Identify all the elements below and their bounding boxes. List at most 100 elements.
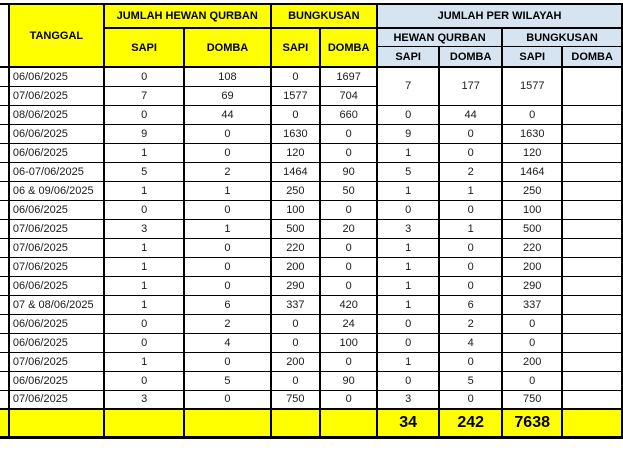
tanggal-cell: 06/06/2025 — [7, 332, 105, 353]
wilayah-bungkusan-sapi-cell: 200 — [501, 351, 564, 372]
wilayah-hewan-domba-cell: 177 — [438, 66, 504, 106]
wilayah-bungkusan-domba-cell — [561, 275, 623, 296]
qurban-sapi-cell: 1 — [102, 237, 186, 258]
header-wilayah-bungkusan-domba: DOMBA — [561, 46, 623, 68]
bungkusan-domba-cell: 20 — [319, 218, 379, 239]
bungkusan-domba-cell: 0 — [319, 351, 379, 372]
bungkusan-sapi-cell: 0 — [269, 313, 322, 334]
wilayah-hewan-sapi-cell: 1 — [376, 275, 441, 296]
qurban-domba-cell: 0 — [183, 123, 272, 144]
table-row: 07/06/2025 1 0 220 0 1 0 220 — [0, 237, 623, 258]
cut-left-cell — [0, 85, 10, 106]
wilayah-hewan-sapi-cell: 1 — [376, 180, 441, 201]
bungkusan-sapi-cell: 1464 — [269, 161, 322, 182]
wilayah-hewan-sapi-cell: 3 — [376, 218, 441, 239]
wilayah-bungkusan-domba-cell — [561, 370, 623, 391]
tanggal-cell: 07/06/2025 — [7, 351, 105, 372]
table-row: 06/06/2025 0 2 0 24 0 2 0 — [0, 313, 623, 334]
bungkusan-sapi-cell: 1577 — [269, 85, 322, 106]
cut-left-cell — [0, 161, 10, 182]
bungkusan-domba-cell: 0 — [319, 123, 379, 144]
cut-left-cell — [0, 313, 10, 334]
wilayah-bungkusan-sapi-cell: 1630 — [501, 123, 564, 144]
wilayah-hewan-sapi-cell: 9 — [376, 123, 441, 144]
bungkusan-domba-cell: 50 — [319, 180, 379, 201]
qurban-domba-cell: 0 — [183, 142, 272, 163]
table-row: 06 & 09/06/2025 1 1 250 50 1 1 250 — [0, 180, 623, 201]
cut-left-cell — [0, 142, 10, 163]
wilayah-bungkusan-sapi-cell: 0 — [501, 104, 564, 125]
bungkusan-domba-cell: 0 — [319, 199, 379, 220]
qurban-sapi-cell: 1 — [102, 142, 186, 163]
cut-left-cell — [0, 370, 10, 391]
qurban-domba-cell: 69 — [183, 85, 272, 106]
total-wilayah-bungkusan-domba — [561, 408, 623, 439]
wilayah-bungkusan-domba-cell — [561, 104, 623, 125]
header-qurban-domba: DOMBA — [183, 27, 272, 68]
qurban-sapi-cell: 1 — [102, 256, 186, 277]
bungkusan-domba-cell: 0 — [319, 237, 379, 258]
bungkusan-sapi-cell: 250 — [269, 180, 322, 201]
wilayah-bungkusan-sapi-cell: 500 — [501, 218, 564, 239]
tanggal-cell: 07/06/2025 — [7, 218, 105, 239]
total-wilayah-hewan-domba: 242 — [438, 408, 504, 439]
qurban-domba-cell: 1 — [183, 180, 272, 201]
bungkusan-domba-cell: 704 — [319, 85, 379, 106]
wilayah-bungkusan-domba-cell — [561, 294, 623, 315]
header-sub-sub-row: SAPI DOMBA SAPI DOMBA — [0, 46, 623, 68]
wilayah-hewan-domba-cell: 0 — [438, 199, 504, 220]
wilayah-hewan-sapi-cell: 0 — [376, 313, 441, 334]
qurban-domba-cell: 1 — [183, 218, 272, 239]
wilayah-hewan-domba-cell: 0 — [438, 142, 504, 163]
wilayah-bungkusan-domba-cell — [561, 332, 623, 353]
cut-left-header-cell — [0, 3, 10, 68]
bungkusan-sapi-cell: 120 — [269, 142, 322, 163]
cut-left-cell — [0, 199, 10, 220]
table-row: 08/06/2025 0 44 0 660 0 44 0 — [0, 104, 623, 125]
bungkusan-domba-cell: 90 — [319, 161, 379, 182]
header-bungkusan-domba: DOMBA — [319, 27, 379, 68]
bungkusan-sapi-cell: 0 — [269, 66, 322, 87]
header-qurban-sapi: SAPI — [102, 27, 186, 68]
header-group-bungkusan: BUNGKUSAN — [269, 3, 379, 29]
qurban-domba-cell: 0 — [183, 256, 272, 277]
qurban-sapi-cell: 7 — [102, 85, 186, 106]
total-empty-cell — [319, 408, 379, 439]
cut-left-cell — [0, 408, 10, 439]
header-tanggal: TANGGAL — [7, 3, 105, 68]
tanggal-cell: 06/06/2025 — [7, 313, 105, 334]
wilayah-hewan-sapi-cell: 5 — [376, 161, 441, 182]
qurban-sapi-cell: 1 — [102, 275, 186, 296]
bungkusan-domba-cell: 100 — [319, 332, 379, 353]
cut-left-cell — [0, 180, 10, 201]
qurban-sapi-cell: 0 — [102, 66, 186, 87]
header-wilayah-bungkusan: BUNGKUSAN — [501, 27, 623, 47]
qurban-sapi-cell: 9 — [102, 123, 186, 144]
header-bungkusan-sapi: SAPI — [269, 27, 322, 68]
wilayah-bungkusan-sapi-cell: 200 — [501, 256, 564, 277]
tanggal-cell: 06 & 09/06/2025 — [7, 180, 105, 201]
table-row: 07/06/2025 7 69 1577 704 — [0, 85, 622, 106]
wilayah-bungkusan-domba-cell — [561, 313, 623, 334]
wilayah-hewan-sapi-cell: 1 — [376, 294, 441, 315]
bungkusan-sapi-cell: 0 — [269, 104, 322, 125]
wilayah-bungkusan-sapi-cell: 120 — [501, 142, 564, 163]
header-wilayah-hewan-domba: DOMBA — [438, 46, 504, 68]
total-empty-cell — [269, 408, 322, 439]
wilayah-bungkusan-domba-cell — [561, 161, 623, 182]
header-wilayah-hewan-qurban: HEWAN QURBAN — [376, 27, 504, 47]
wilayah-hewan-domba-cell: 0 — [438, 123, 504, 144]
bungkusan-sapi-cell: 100 — [269, 199, 322, 220]
bungkusan-domba-cell: 24 — [319, 313, 379, 334]
total-empty-cell — [7, 408, 105, 439]
wilayah-hewan-domba-cell: 1 — [438, 218, 504, 239]
wilayah-bungkusan-domba-cell — [561, 256, 623, 277]
bungkusan-sapi-cell: 290 — [269, 275, 322, 296]
qurban-domba-cell: 108 — [183, 66, 272, 87]
tanggal-cell: 06/06/2025 — [7, 199, 105, 220]
wilayah-bungkusan-sapi-cell: 100 — [501, 199, 564, 220]
bungkusan-sapi-cell: 0 — [269, 370, 322, 391]
qurban-sapi-cell: 1 — [102, 351, 186, 372]
wilayah-bungkusan-sapi-cell: 250 — [501, 180, 564, 201]
table-row: 06/06/2025 1 0 290 0 1 0 290 — [0, 275, 623, 296]
